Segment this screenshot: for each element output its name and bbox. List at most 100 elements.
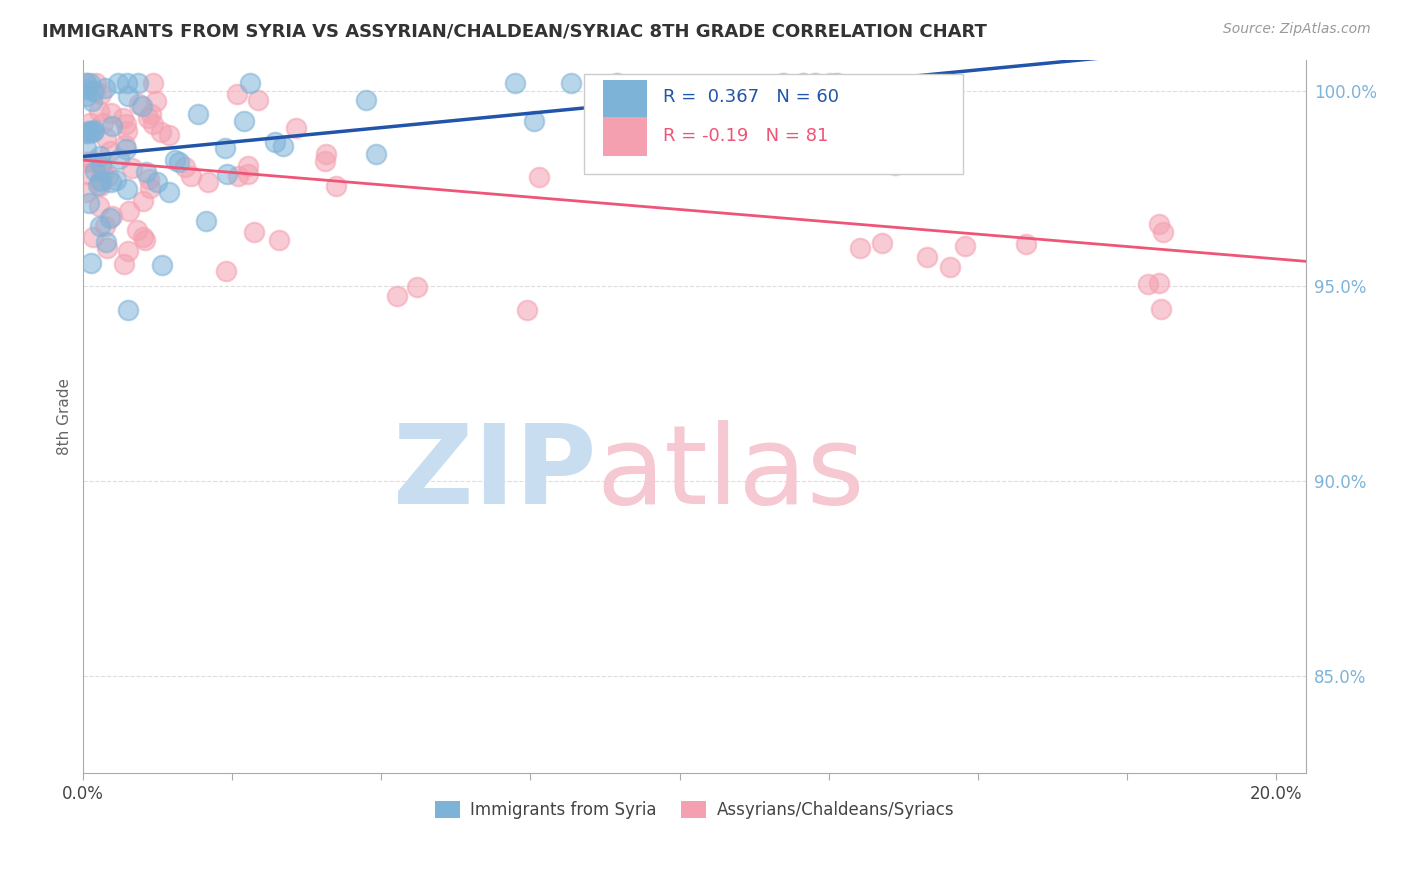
Point <box>86 178 108 192</box>
Point <box>516 303 538 318</box>
Point <box>364 147 387 161</box>
Point <box>82 230 104 244</box>
Point <box>187 107 209 121</box>
Point <box>1015 236 1038 251</box>
Point <box>215 167 238 181</box>
Point <box>238 168 260 182</box>
Point <box>75 89 97 103</box>
Point <box>82 125 104 139</box>
Point <box>157 128 180 142</box>
Point <box>246 93 269 107</box>
Point <box>271 139 294 153</box>
Point <box>107 153 129 167</box>
Point <box>94 80 117 95</box>
Point <box>115 76 138 90</box>
Point <box>80 255 103 269</box>
Point <box>134 233 156 247</box>
Point <box>101 120 124 134</box>
Point <box>560 76 582 90</box>
Point <box>115 124 138 138</box>
Point <box>132 230 155 244</box>
Point <box>125 223 148 237</box>
Point <box>243 225 266 239</box>
Point <box>83 122 105 136</box>
Point <box>385 289 408 303</box>
Point <box>859 111 882 125</box>
Point <box>354 93 377 107</box>
Point <box>406 279 429 293</box>
Point <box>1150 301 1173 316</box>
Point <box>89 199 111 213</box>
Point <box>804 76 827 90</box>
Point <box>79 196 101 211</box>
Point <box>870 236 893 251</box>
Point <box>89 172 111 186</box>
Point <box>955 238 977 252</box>
Point <box>121 161 143 175</box>
Point <box>77 126 100 140</box>
Point <box>267 233 290 247</box>
Point <box>90 158 112 172</box>
Point <box>82 84 104 98</box>
Point <box>96 131 118 145</box>
Point <box>104 172 127 186</box>
Point <box>1149 276 1171 290</box>
Point <box>315 147 337 161</box>
Text: Source: ZipAtlas.com: Source: ZipAtlas.com <box>1223 22 1371 37</box>
Point <box>686 133 709 147</box>
Point <box>135 165 157 179</box>
Point <box>115 142 138 156</box>
Point <box>107 76 129 90</box>
Point <box>101 209 124 223</box>
Point <box>117 302 139 317</box>
Point <box>157 185 180 199</box>
Text: R = -0.19   N = 81: R = -0.19 N = 81 <box>662 127 828 145</box>
Point <box>772 76 794 90</box>
Point <box>75 126 97 140</box>
Point <box>117 244 139 258</box>
Point <box>94 235 117 250</box>
Point <box>112 111 135 125</box>
Point <box>75 185 97 199</box>
Point <box>523 113 546 128</box>
Point <box>1152 225 1174 239</box>
Point <box>79 76 101 90</box>
Point <box>214 141 236 155</box>
Point <box>132 194 155 208</box>
Point <box>818 76 841 90</box>
Point <box>82 94 104 108</box>
Point <box>82 154 104 169</box>
Point <box>915 250 938 264</box>
Point <box>754 137 776 152</box>
Point <box>76 141 98 155</box>
Point <box>233 113 256 128</box>
Point <box>167 154 190 169</box>
Point <box>90 87 112 102</box>
Point <box>142 117 165 131</box>
Point <box>114 138 136 153</box>
Point <box>173 160 195 174</box>
Point <box>77 124 100 138</box>
Point <box>75 155 97 169</box>
Point <box>285 121 308 136</box>
Point <box>75 167 97 181</box>
Point <box>792 76 814 90</box>
Point <box>239 76 262 90</box>
Point <box>195 214 218 228</box>
Point <box>883 158 905 172</box>
Point <box>98 145 121 159</box>
Point <box>264 135 287 149</box>
Point <box>131 99 153 113</box>
Point <box>139 180 162 194</box>
FancyBboxPatch shape <box>585 74 963 174</box>
Point <box>138 172 160 186</box>
Text: R =  0.367   N = 60: R = 0.367 N = 60 <box>662 88 838 106</box>
Point <box>127 76 149 90</box>
Point <box>139 107 162 121</box>
Point <box>825 76 848 90</box>
Point <box>145 94 167 108</box>
Point <box>112 257 135 271</box>
Point <box>83 84 105 98</box>
Point <box>527 169 550 184</box>
Text: IMMIGRANTS FROM SYRIA VS ASSYRIAN/CHALDEAN/SYRIAC 8TH GRADE CORRELATION CHART: IMMIGRANTS FROM SYRIA VS ASSYRIAN/CHALDE… <box>42 22 987 40</box>
